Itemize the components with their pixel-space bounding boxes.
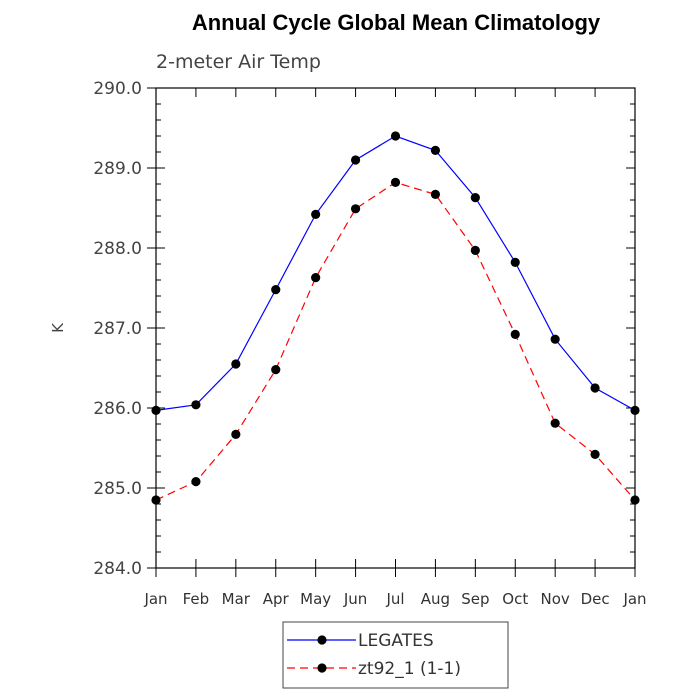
data-point-series-1 (271, 365, 281, 375)
x-tick-label: Jun (343, 590, 367, 608)
legend: LEGATES zt92_1 (1-1) (282, 621, 509, 689)
data-point-series-1 (390, 177, 401, 187)
x-tick-label: Oct (502, 590, 528, 608)
legend-label-1: zt92_1 (1-1) (358, 659, 461, 679)
y-tick-label: 287.0 (93, 319, 142, 339)
y-tick-label: 289.0 (93, 159, 142, 179)
data-point-series-0 (311, 209, 321, 219)
data-point-series-0 (550, 334, 560, 344)
x-tick-label: May (300, 590, 331, 608)
chart-title: Annual Cycle Global Mean Climatology (192, 10, 601, 35)
y-tick-label: 288.0 (93, 239, 142, 259)
legend-marker-0 (317, 635, 327, 645)
axis-ticks (147, 87, 636, 577)
x-tick-labels: Jan Feb Mar Apr May Jun Jul Aug Sep Oct Nov Dec Jan (143, 590, 646, 608)
x-tick-label: Jan (622, 590, 646, 608)
x-tick-label: Jan (143, 590, 167, 608)
data-point-series-1 (590, 449, 600, 459)
x-tick-label: Nov (541, 590, 570, 608)
y-tick-label: 290.0 (93, 79, 142, 99)
series-line-0 (155, 135, 636, 411)
legend-box (282, 621, 509, 689)
data-point-series-0 (470, 193, 480, 203)
data-point-series-1 (430, 189, 441, 199)
data-point-series-1 (510, 329, 520, 339)
series-line-1 (155, 181, 636, 501)
data-point-series-0 (510, 257, 520, 267)
data-point-series-0 (271, 285, 281, 295)
data-point-series-0 (390, 131, 401, 141)
x-tick-label: Mar (222, 590, 251, 608)
data-point-series-1 (231, 429, 241, 439)
y-tick-label: 284.0 (93, 559, 142, 579)
data-point-series-0 (350, 155, 361, 165)
x-tick-label: Feb (183, 590, 210, 608)
data-point-series-0 (231, 359, 241, 369)
legend-label-0: LEGATES (358, 631, 434, 651)
data-point-series-1 (350, 204, 361, 214)
y-axis-label: K (49, 322, 67, 333)
data-point-series-1 (311, 273, 321, 283)
data-point-series-1 (550, 418, 560, 428)
x-tick-label: Jul (385, 590, 404, 608)
plot-frame (155, 87, 636, 569)
x-tick-label: Sep (461, 590, 489, 608)
data-point-series-0 (191, 400, 201, 410)
x-tick-label: Apr (263, 590, 290, 608)
y-tick-label: 285.0 (93, 479, 142, 499)
data-point-series-0 (430, 145, 441, 155)
legend-marker-1 (317, 663, 327, 673)
y-tick-labels: 284.0 285.0 286.0 287.0 288.0 289.0 290.0 (93, 79, 142, 579)
data-point-series-1 (191, 477, 201, 487)
data-point-series-0 (590, 383, 600, 393)
chart-subtitle: 2-meter Air Temp (156, 51, 321, 73)
x-tick-label: Dec (581, 590, 610, 608)
series-layer (151, 131, 640, 505)
data-point-series-1 (470, 245, 480, 255)
x-tick-label: Aug (421, 590, 450, 608)
y-tick-label: 286.0 (93, 399, 142, 419)
